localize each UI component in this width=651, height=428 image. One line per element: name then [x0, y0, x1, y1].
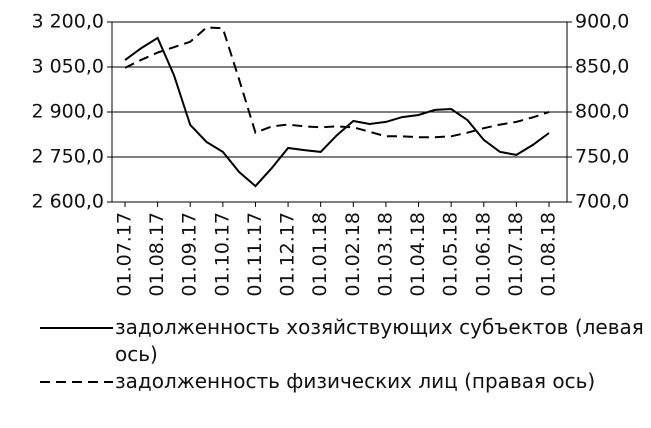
x-tick-label: 01.07.18	[505, 212, 527, 297]
x-tick-label: 01.01.18	[309, 212, 331, 297]
y2-tick-label: 700,0	[575, 191, 629, 213]
x-tick-label: 01.10.17	[211, 212, 233, 297]
y-tick-label: 2 900,0	[31, 101, 104, 123]
y2-tick-label: 850,0	[575, 56, 629, 78]
y-tick-label: 2 750,0	[31, 146, 104, 168]
x-tick-label: 01.02.18	[342, 212, 364, 297]
x-tick-label: 01.04.18	[407, 212, 429, 297]
x-tick-label: 01.12.17	[277, 212, 299, 297]
legend-label: задолженность физических лиц (правая ось…	[115, 369, 596, 393]
x-tick-label: 01.08.17	[146, 212, 168, 297]
x-tick-label: 01.03.18	[374, 212, 396, 297]
x-tick-label: 01.11.17	[244, 212, 266, 297]
x-tick-label: 01.05.18	[440, 212, 462, 297]
x-tick-label: 01.07.17	[114, 212, 136, 297]
y-tick-label: 3 050,0	[31, 56, 104, 78]
series-line	[124, 36, 550, 188]
y-tick-label: 2 600,0	[31, 191, 104, 213]
y2-tick-label: 900,0	[575, 11, 629, 33]
x-tick-label: 01.09.17	[179, 212, 201, 297]
y2-tick-label: 750,0	[575, 146, 629, 168]
y-tick-label: 3 200,0	[31, 11, 104, 33]
y2-tick-label: 800,0	[575, 101, 629, 123]
x-tick-label: 01.06.18	[472, 212, 494, 297]
legend-label: задолженность хозяйствующих субъектов (л…	[115, 315, 644, 366]
x-tick-label: 01.08.18	[538, 212, 560, 297]
